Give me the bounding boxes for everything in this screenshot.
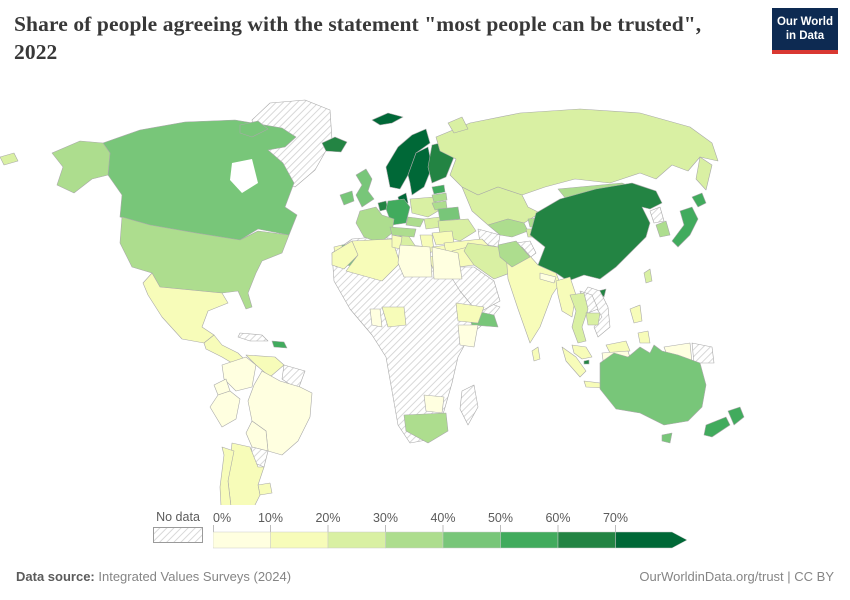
country-colombia[interactable]	[221, 356, 257, 392]
footer: Data source: Integrated Values Surveys (…	[0, 569, 850, 584]
country-ireland[interactable]	[339, 190, 355, 206]
owid-logo-text: Our World in Data	[776, 15, 833, 42]
legend-bin-30-40[interactable]	[385, 531, 444, 549]
legend-bin-50-60[interactable]	[500, 531, 559, 549]
legend-bin-70-plus[interactable]	[615, 531, 688, 549]
footer-link[interactable]: OurWorldinData.org/trust | CC BY	[639, 569, 834, 584]
owid-logo[interactable]: Our World in Data	[772, 8, 838, 54]
legend-no-data-swatch[interactable]	[153, 527, 203, 543]
country-uruguay[interactable]	[257, 482, 273, 496]
legend-tick-40: 40%	[430, 511, 455, 525]
country-pakistan[interactable]	[497, 240, 531, 268]
country-libya[interactable]	[397, 244, 433, 278]
country-russia[interactable]	[435, 108, 719, 196]
country-ethiopia[interactable]	[455, 302, 485, 324]
country-india[interactable]	[505, 246, 561, 344]
country-iceland[interactable]	[321, 136, 348, 153]
country-canada-arctic-islands[interactable]	[239, 120, 269, 138]
country-united-states-alaska[interactable]	[51, 140, 111, 194]
country-cambodia[interactable]	[585, 312, 601, 326]
country-cuba[interactable]	[237, 332, 269, 342]
legend-tick-marks	[213, 525, 616, 532]
country-sweden[interactable]	[407, 146, 433, 196]
country-south-korea[interactable]	[655, 220, 671, 238]
region-austria-switzerland[interactable]	[389, 226, 417, 238]
world-map	[0, 95, 850, 554]
country-myanmar[interactable]	[555, 276, 577, 318]
legend-bins	[213, 531, 688, 549]
country-venezuela[interactable]	[245, 354, 285, 378]
country-nepal[interactable]	[539, 272, 557, 284]
country-russia-kamchatka[interactable]	[695, 156, 713, 191]
country-malaysia-borneo[interactable]	[605, 340, 631, 354]
country-poland[interactable]	[409, 196, 439, 218]
country-estonia[interactable]	[431, 184, 446, 195]
country-japan[interactable]	[671, 206, 699, 248]
legend-tick-30: 30%	[373, 511, 398, 525]
legend-bin-0-10[interactable]	[213, 531, 271, 549]
country-zimbabwe[interactable]	[423, 394, 445, 414]
country-kenya[interactable]	[457, 324, 479, 348]
legend-tick-70: 70%	[603, 511, 628, 525]
country-taiwan[interactable]	[643, 268, 653, 284]
country-morocco[interactable]	[331, 240, 361, 270]
legend-bin-20-30[interactable]	[327, 531, 386, 549]
legend-bin-10-20[interactable]	[270, 531, 329, 549]
country-philippines-mindanao[interactable]	[637, 330, 651, 344]
country-nigeria[interactable]	[381, 306, 407, 328]
country-singapore[interactable]	[583, 359, 590, 365]
legend-bin-40-50[interactable]	[442, 531, 501, 549]
country-new-zealand-north[interactable]	[727, 406, 745, 426]
country-belarus[interactable]	[437, 206, 461, 222]
legend-tick-0: 0%	[213, 511, 231, 525]
country-papua-new-guinea[interactable]	[691, 342, 715, 364]
country-australia[interactable]	[599, 344, 707, 426]
country-thailand[interactable]	[569, 292, 589, 344]
legend-color-bar: 0% 10% 20% 30% 40% 50% 60% 70%	[213, 511, 688, 549]
country-egypt[interactable]	[431, 246, 463, 280]
legend-tick-50: 50%	[488, 511, 513, 525]
country-czechia[interactable]	[405, 216, 425, 228]
country-sri-lanka[interactable]	[531, 346, 541, 362]
country-malaysia[interactable]	[571, 344, 593, 360]
country-japan-hokkaido[interactable]	[691, 192, 707, 208]
country-united-kingdom[interactable]	[355, 168, 375, 208]
data-source: Data source: Integrated Values Surveys (…	[16, 569, 291, 584]
data-source-text: Integrated Values Surveys (2024)	[94, 569, 292, 584]
country-south-africa[interactable]	[403, 412, 449, 444]
region-svalbard[interactable]	[371, 112, 404, 126]
country-china[interactable]	[529, 182, 663, 282]
map-legend: No data 0% 10% 20% 30% 40% 50% 60% 70%	[153, 510, 705, 550]
legend-tick-10: 10%	[258, 511, 283, 525]
legend-tick-20: 20%	[315, 511, 340, 525]
page-title: Share of people agreeing with the statem…	[14, 12, 702, 65]
country-russia-novaya-zemlya[interactable]	[447, 116, 469, 134]
country-peru[interactable]	[209, 390, 241, 428]
country-australia-tasmania[interactable]	[661, 432, 673, 444]
data-source-label: Data source:	[16, 569, 95, 584]
region-ghana-benin[interactable]	[369, 308, 383, 328]
legend-no-data[interactable]: No data	[153, 510, 203, 543]
country-philippines-luzon[interactable]	[629, 304, 643, 324]
country-new-zealand-south[interactable]	[703, 416, 731, 438]
legend-tick-60: 60%	[545, 511, 570, 525]
hudson-bay	[230, 159, 258, 193]
country-norway[interactable]	[385, 128, 431, 190]
country-north-korea[interactable]	[649, 206, 665, 224]
country-russia-west-fragment[interactable]	[0, 152, 19, 166]
country-dominican-republic[interactable]	[271, 340, 288, 349]
legend-bin-60-70[interactable]	[557, 531, 616, 549]
country-latvia[interactable]	[431, 192, 448, 203]
country-indonesia-sumatra[interactable]	[561, 346, 587, 378]
legend-no-data-label: No data	[156, 510, 200, 524]
country-madagascar[interactable]	[459, 384, 479, 426]
